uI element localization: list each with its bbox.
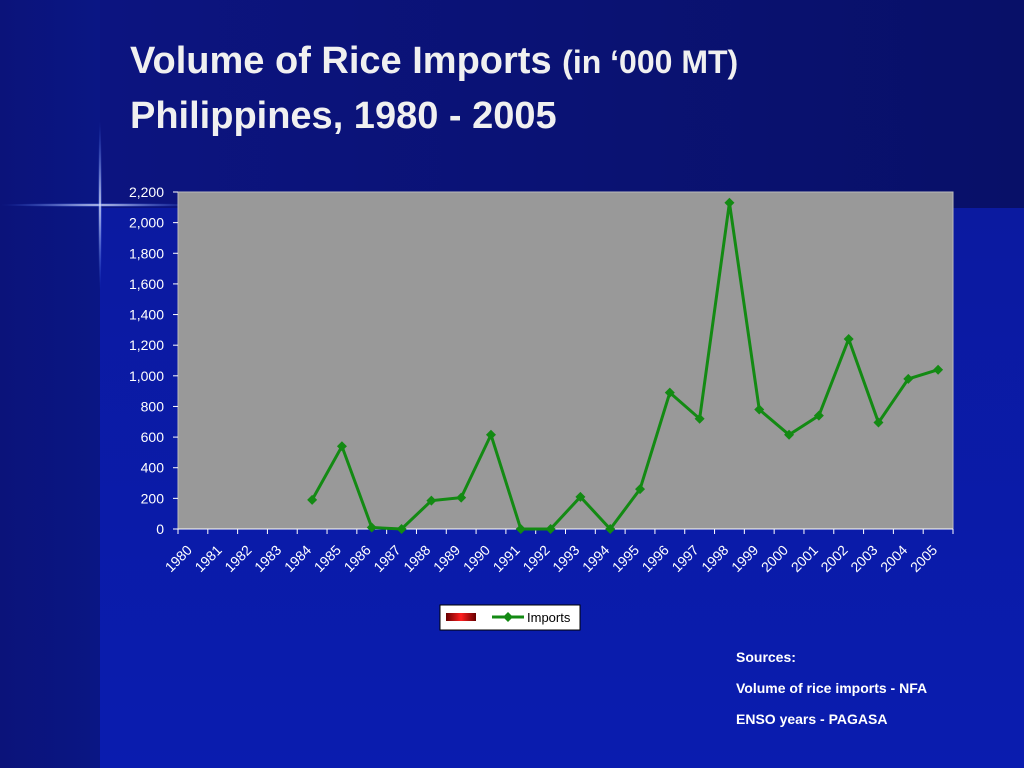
x-tick-label: 1996 [639, 542, 672, 575]
marker [426, 495, 437, 506]
source-note: Volume of rice imports - NFA [736, 680, 927, 696]
series-line [310, 202, 939, 532]
marker [545, 524, 556, 534]
marker [605, 524, 616, 534]
y-tick-label: 200 [141, 490, 165, 506]
title-unit: (in ‘000 MT) [562, 44, 738, 80]
x-tick-label: 1990 [460, 542, 493, 575]
chart-subtitle: Philippines, 1980 - 2005 [130, 95, 557, 137]
x-tick-label: 1991 [490, 542, 523, 575]
y-tick-label: 0 [156, 521, 164, 537]
marker [694, 413, 705, 424]
x-tick-label: 1994 [579, 542, 612, 575]
x-tick-label: 1993 [549, 542, 582, 575]
chart-title: Volume of Rice Imports [130, 40, 552, 82]
y-tick-label: 400 [141, 460, 165, 476]
x-tick-label: 1982 [221, 542, 254, 575]
legend-marker [503, 612, 513, 622]
marker [903, 373, 914, 384]
marker [724, 197, 735, 208]
legend-label: Imports [527, 610, 571, 625]
x-tick-label: 2003 [847, 542, 880, 575]
x-tick-label: 1987 [370, 542, 403, 575]
x-tick-label: 1995 [609, 542, 642, 575]
x-tick-label: 1999 [728, 542, 761, 575]
y-tick-label: 2,200 [129, 184, 164, 200]
marker [873, 417, 884, 428]
source-note: Sources: [736, 649, 796, 665]
marker [843, 334, 854, 345]
y-tick-label: 2,000 [129, 215, 164, 231]
x-tick-label: 2001 [788, 542, 821, 575]
title-line: Volume of Rice Imports (in ‘000 MT) [130, 40, 738, 82]
y-tick-label: 1,600 [129, 276, 164, 292]
x-tick-label: 2005 [907, 542, 940, 575]
marker [813, 410, 824, 421]
x-tick-label: 2002 [817, 542, 850, 575]
marker [635, 484, 646, 495]
y-tick-label: 800 [141, 398, 165, 414]
marker [485, 429, 496, 440]
x-tick-label: 1981 [191, 542, 224, 575]
marker [933, 364, 944, 375]
marker [307, 494, 318, 505]
x-tick-label: 2000 [758, 542, 791, 575]
y-tick-label: 1,400 [129, 307, 164, 323]
marker [515, 524, 526, 534]
x-tick-label: 1983 [251, 542, 284, 575]
x-tick-label: 1986 [341, 542, 374, 575]
marker [456, 492, 467, 503]
marker [575, 491, 586, 502]
marker [754, 404, 765, 415]
x-tick-label: 1980 [162, 542, 195, 575]
x-tick-label: 1985 [311, 542, 344, 575]
marker [664, 387, 675, 398]
glow-v [98, 120, 102, 290]
legend-swatch-red [446, 613, 476, 621]
y-tick-label: 1,200 [129, 337, 164, 353]
y-tick-label: 1,000 [129, 368, 164, 384]
x-tick-label: 1992 [519, 542, 552, 575]
y-tick-label: 600 [141, 429, 165, 445]
header-area [100, 0, 1024, 208]
marker [336, 441, 347, 452]
source-note: ENSO years - PAGASA [736, 711, 887, 727]
marker [784, 429, 795, 440]
y-tick-label: 1,800 [129, 245, 164, 261]
x-tick-label: 1997 [668, 542, 701, 575]
x-tick-label: 1998 [698, 542, 731, 575]
x-tick-label: 1984 [281, 542, 314, 575]
x-tick-label: 2004 [877, 542, 910, 575]
side-band [0, 0, 100, 768]
marker [396, 524, 407, 534]
x-tick-label: 1989 [430, 542, 463, 575]
plot-area [177, 191, 954, 530]
marker [366, 522, 377, 533]
x-tick-label: 1988 [400, 542, 433, 575]
